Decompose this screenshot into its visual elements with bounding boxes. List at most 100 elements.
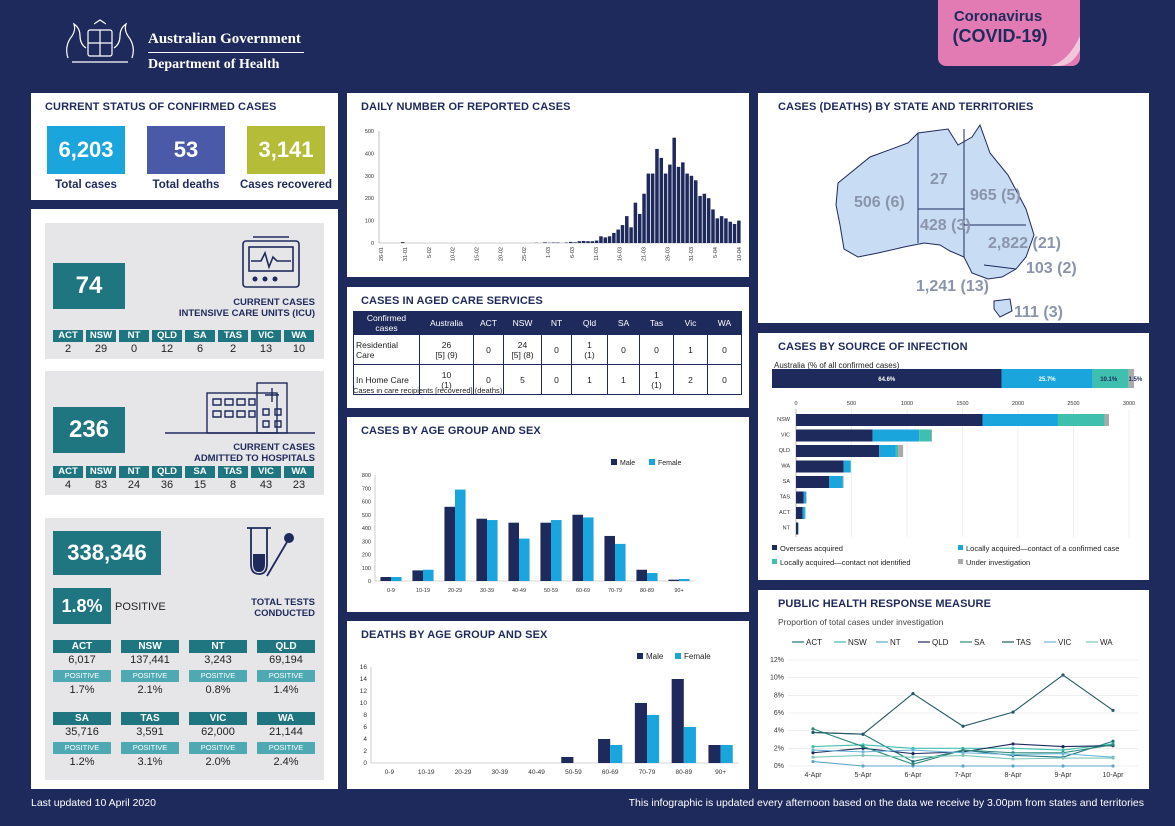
source-bar [898,445,904,457]
source-stack-segment [772,369,1002,388]
map-label-tas: 111 (3) [1014,304,1063,321]
daily-bar [689,175,694,243]
map-label-nt: 27 [930,171,948,188]
daily-bar [659,157,664,243]
response-point [961,748,965,752]
age-bar-female [391,577,402,581]
deaths-ytick: 6 [363,724,367,731]
source-bar [796,522,799,535]
deaths-bar-male [671,679,684,763]
source-bar [803,491,806,504]
aged-care-cell: 24 [517,339,528,350]
map-borders [917,129,1026,270]
aged-care-header-cell: Vic [673,311,708,335]
age-ytick: 700 [362,486,371,492]
positive-rate-value: 1.8% [53,588,111,624]
response-legend-label: TAS [1016,638,1031,647]
deaths-ytick: 12 [360,688,368,695]
tests-positive-label: POSITIVE [53,742,111,754]
aged-care-header-cell: SA [607,311,640,335]
source-chart: 64.6% 25.7% 10.1% 1.5% 0 500 1000 1500 2000 2500 3… [772,369,1143,567]
daily-bar [663,173,668,243]
tests-state-count: 137,441 [130,654,170,666]
daily-bar [581,240,586,243]
aged-care-cell: 0 [541,334,572,365]
daily-bar [590,241,595,243]
age-legend-swatch [611,459,617,465]
daily-bar [646,173,651,243]
hosp-state-qld: QLD [152,466,182,478]
tests-state-count: 6,017 [68,654,96,666]
daily-xtick: 1-03 [546,247,552,258]
daily-ytick: 0 [371,241,374,247]
response-point [811,748,815,752]
deaths-ytick: 4 [363,736,367,743]
source-bar [895,445,899,457]
daily-bar [573,242,577,243]
response-legend-label: QLD [932,638,949,647]
age-bar-male [476,518,487,581]
icu-state-sa: SA [185,330,215,342]
aged-care-title: CASES IN AGED CARE SERVICES [361,295,543,307]
deaths-ytick: 14 [360,676,368,683]
daily-bar [637,213,642,243]
source-bar [796,445,880,457]
daily-xtick: 26-03 [665,247,671,261]
response-point [861,732,865,736]
aged-care-header-cell: Tas [639,311,674,335]
deaths-legend-label: Female [684,652,711,661]
daily-bar [569,241,573,243]
icu-state-qld: QLD [152,330,182,342]
tests-state-rate: 2.0% [205,756,231,768]
tests-value: 338,346 [53,531,161,575]
age-bar-male [508,522,519,581]
deaths-xtick: 40-49 [528,769,545,776]
icu-state-nsw: NSW [86,330,116,342]
aged-care-header-cell: Confirmed cases [353,311,420,335]
source-ytick: VIC [781,433,790,439]
hosp-value-nsw: 83 [94,479,108,491]
daily-xtick: 16-03 [618,247,624,261]
australia-map: 506 (6) 27 965 (5) 428 (3) 2,822 (21) 10… [835,123,1077,321]
age-legend-swatch [649,459,655,465]
daily-xtick: 5-02 [427,247,433,258]
age-xtick: 20-29 [448,588,462,594]
tests-state-label: SA [53,712,111,725]
response-ytick: 10% [770,675,784,682]
age-bar-male [668,579,679,581]
deaths-ytick: 10 [360,700,368,707]
hospital-caption: CURRENT CASES ADMITTED TO HOSPITALS [145,442,315,464]
deaths-legend-swatch [637,653,643,659]
age-ytick: 600 [362,500,371,506]
source-stack-label: 25.7% [1039,377,1057,383]
age-bar-female [455,489,466,581]
deaths-legend-label: Male [646,652,664,661]
map-label-vic: 1,241 (13) [916,278,989,295]
icu-state-table: ACT 2 NSW 29 NT 0 QLD 12 SA 6 TAS 2 VIC 13 WA 10 [53,330,315,358]
icu-value-wa: 10 [292,343,306,355]
response-xtick: 6-Apr [904,772,922,779]
map-label-act: 103 (2) [1026,260,1077,277]
coat-of-arms-icon [66,19,134,63]
tests-state-rate: 1.4% [273,684,299,696]
response-point [1011,757,1015,761]
source-bar [919,429,932,442]
response-panel: PUBLIC HEALTH RESPONSE MEASURE Proportio… [758,590,1149,789]
response-xtick: 4-Apr [804,772,822,779]
aged-care-cell: 10 [441,369,452,380]
response-point [811,755,815,759]
response-point [1061,744,1065,749]
aged-care-cell: 0 [473,334,504,365]
hospital-caption-2: ADMITTED TO HOSPITALS [193,453,315,464]
deaths-bar-female [610,745,623,763]
daily-bar [698,195,702,243]
daily-bar [607,236,612,243]
map-label-nsw: 2,822 (21) [988,235,1061,252]
tests-positive-label: POSITIVE [257,670,315,682]
source-bar [796,476,830,488]
daily-xtick: 15-02 [475,247,481,261]
deaths-legend-swatch [675,653,681,659]
tests-state-rate: 2.1% [137,684,163,696]
tests-state-count: 62,000 [201,726,235,738]
source-bar [1104,414,1110,426]
